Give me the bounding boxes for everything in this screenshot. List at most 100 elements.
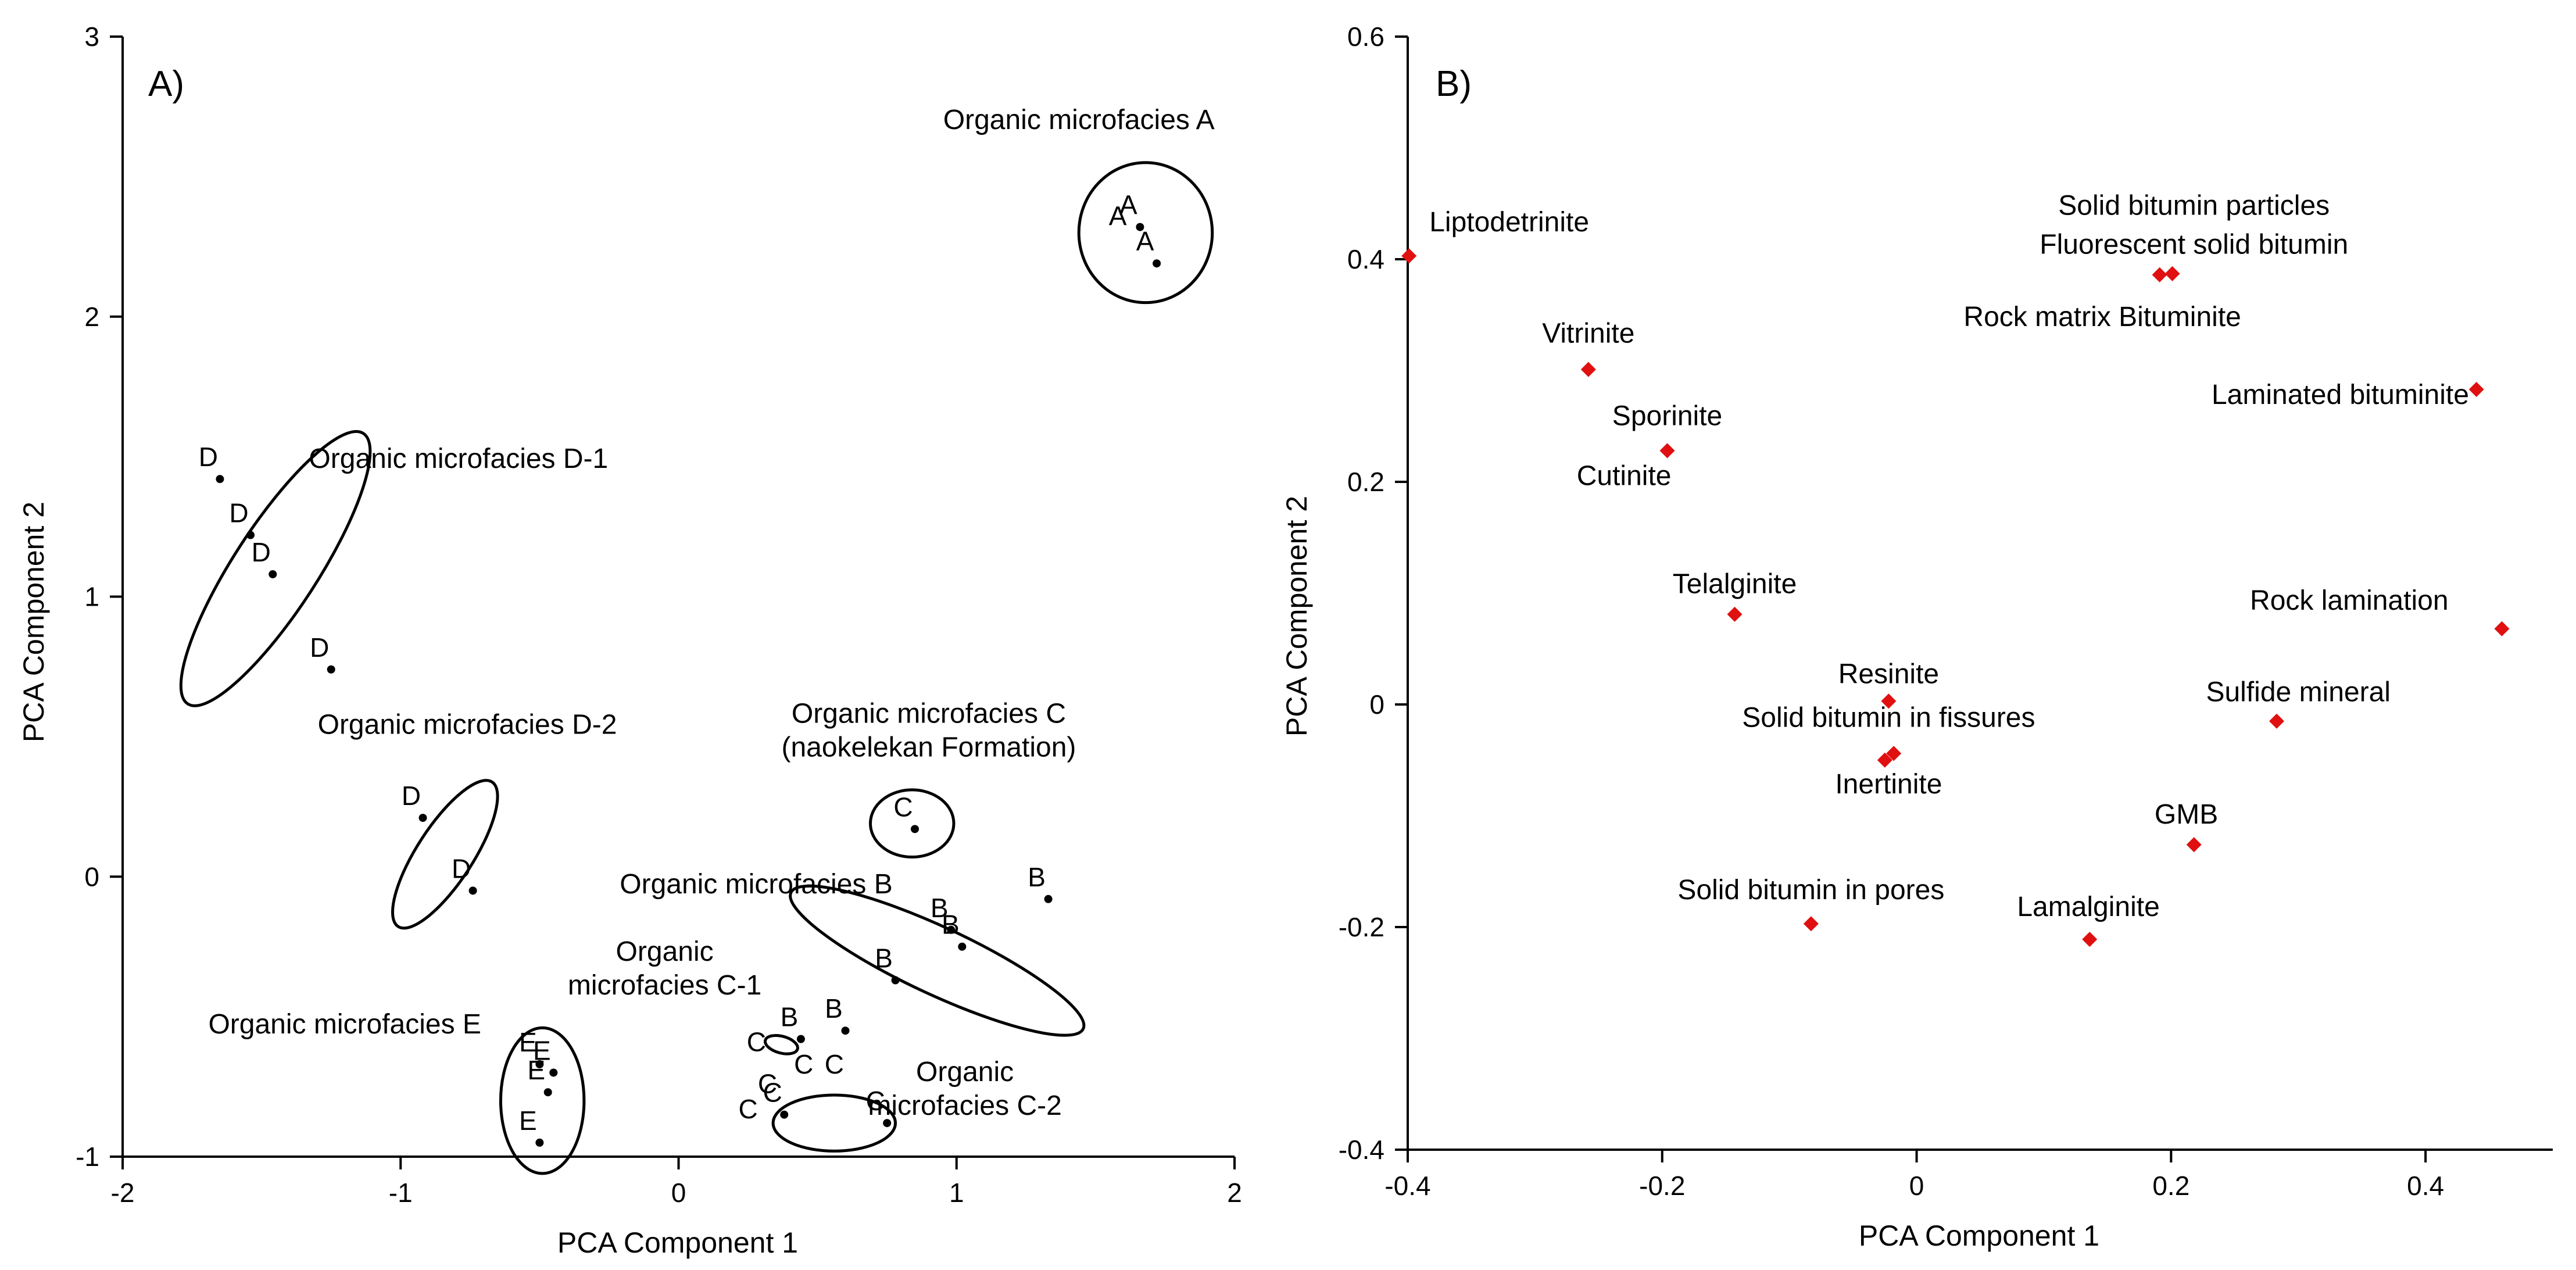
point-label: D	[452, 853, 471, 883]
y-tick-label: 1	[84, 582, 99, 612]
y-tick-label: 2	[84, 302, 99, 332]
maceral-label: Fluorescent solid bitumin	[2040, 229, 2348, 260]
x-tick-label: -0.4	[1384, 1171, 1430, 1201]
x-tick-label: -1	[389, 1178, 413, 1208]
data-point	[246, 531, 255, 539]
group-ellipse	[1077, 161, 1214, 305]
data-point	[1881, 693, 1897, 709]
x-tick-label: 0	[671, 1178, 686, 1208]
data-point	[2186, 837, 2202, 853]
point-label: C	[825, 1049, 844, 1079]
data-point	[468, 886, 477, 895]
group-annotation: Organic microfacies C-2	[868, 1057, 1061, 1121]
x-tick-label: 1	[949, 1178, 964, 1208]
point-label: C	[866, 1086, 885, 1116]
point-label: B	[781, 1002, 799, 1032]
panel-a-x-axis-title: PCA Component 1	[557, 1226, 798, 1259]
panel-a-scatter-plot: A) PCA Component 1 PCA Component 2 -2 -1 0…	[17, 22, 1242, 1259]
group-ellipse	[763, 1033, 799, 1056]
data-point	[796, 1035, 805, 1043]
data-point	[780, 1110, 789, 1119]
maceral-label: Sulfide mineral	[2206, 677, 2390, 707]
data-point	[1803, 916, 1819, 932]
data-point	[418, 814, 427, 822]
x-tick-label: 0.2	[2152, 1171, 2189, 1201]
panel-b-label: B)	[1436, 64, 1472, 104]
point-label: C	[763, 1078, 782, 1108]
point-label: A	[1119, 190, 1137, 220]
x-tick-label: -0.2	[1639, 1171, 1685, 1201]
data-point	[1401, 248, 1417, 264]
maceral-label: Sporinite	[1612, 400, 1722, 431]
data-point	[947, 925, 956, 934]
point-label: D	[252, 537, 271, 567]
data-point	[269, 570, 277, 578]
maceral-label: GMB	[2155, 799, 2218, 830]
y-tick-label: 0	[1369, 689, 1384, 720]
y-tick-label: 3	[84, 22, 99, 52]
x-tick-label: 2	[1227, 1178, 1242, 1208]
maceral-label: Solid bitumin in fissures	[1742, 702, 2035, 733]
data-point	[327, 665, 335, 674]
maceral-label: Inertinite	[1835, 769, 1942, 800]
point-label: D	[402, 781, 421, 811]
point-label: E	[527, 1055, 545, 1085]
x-tick-label: -2	[111, 1178, 135, 1208]
point-label: B	[931, 893, 949, 923]
point-label: B	[825, 993, 843, 1024]
maceral-label: Telalginite	[1673, 569, 1797, 600]
group-ellipse	[391, 779, 499, 930]
group-annotation: Organic microfacies B	[620, 869, 892, 900]
y-tick-label: 0	[84, 861, 99, 892]
data-point	[535, 1060, 544, 1069]
data-point	[1044, 895, 1053, 903]
panel-b-x-axis-title: PCA Component 1	[1859, 1219, 2099, 1252]
data-point	[1886, 746, 1902, 761]
group-annotation: Organic microfacies D-2	[318, 710, 617, 740]
data-point	[2152, 267, 2167, 282]
point-label: C	[738, 1094, 757, 1124]
panel-a-label: A)	[148, 64, 184, 104]
y-tick-label: 0.6	[1347, 22, 1384, 52]
point-label: E	[533, 1035, 551, 1065]
point-label: A	[1109, 201, 1127, 231]
data-point	[216, 475, 224, 484]
maceral-label: Lamalginite	[2017, 892, 2159, 922]
maceral-label: Vitrinite	[1542, 319, 1634, 349]
point-label: C	[747, 1026, 766, 1057]
data-point	[2082, 932, 2098, 947]
point-label: C	[758, 1069, 777, 1099]
group-ellipse	[499, 1026, 586, 1175]
maceral-label: Rock matrix Bituminite	[1963, 302, 2241, 332]
data-point	[883, 1119, 892, 1128]
point-label: E	[519, 1106, 537, 1136]
data-point	[549, 1068, 558, 1077]
panel-a-y-axis-title: PCA Component 2	[17, 502, 50, 742]
group-ellipse	[868, 788, 956, 859]
data-point	[841, 1026, 850, 1035]
point-label: C	[893, 792, 913, 822]
point-label: C	[794, 1049, 813, 1079]
group-annotation: Organic microfacies C-1	[568, 936, 761, 1001]
x-tick-label: 0	[1909, 1171, 1924, 1201]
data-point	[2494, 621, 2510, 636]
point-label: B	[942, 910, 960, 940]
panel-b-y-axis-title: PCA Component 2	[1280, 496, 1313, 736]
y-tick-label: -0.2	[1339, 912, 1384, 942]
point-label: D	[229, 498, 248, 528]
data-point	[535, 1138, 544, 1147]
y-tick-label: 0.4	[1347, 244, 1384, 274]
data-point	[891, 976, 900, 985]
maceral-label: Liptodetrinite	[1429, 207, 1589, 238]
data-point	[958, 942, 967, 951]
group-annotation: Organic microfacies A	[943, 105, 1215, 135]
point-label: D	[310, 632, 329, 663]
data-point	[543, 1088, 552, 1097]
maceral-label: Laminated bituminite	[2212, 380, 2469, 410]
maceral-label: Cutinite	[1577, 461, 1672, 492]
data-point	[1153, 259, 1161, 268]
point-label: E	[519, 1027, 537, 1057]
y-tick-label: -0.4	[1339, 1135, 1384, 1165]
group-ellipse	[771, 1093, 897, 1153]
